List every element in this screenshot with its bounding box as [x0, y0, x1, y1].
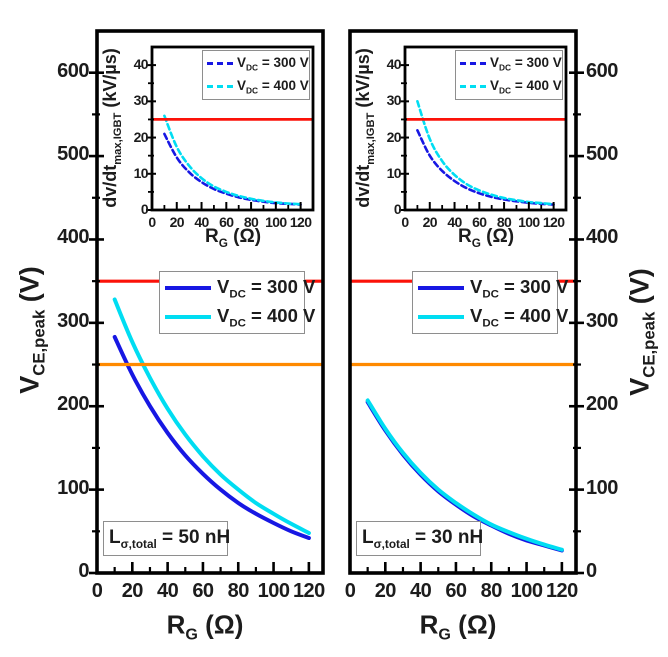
x-tick-label: 80 [227, 580, 250, 602]
y-tick-label: 600 [586, 59, 618, 82]
y-tick-label: 400 [586, 226, 618, 249]
y-tick-label: 300 [586, 309, 618, 332]
left-main-chart-svg [89, 29, 325, 575]
left-main-legend: VDC = 300 V VDC = 400 V [159, 271, 315, 334]
legend-label: VDC = 300 V [237, 54, 309, 73]
solid-line-sample-blue [418, 286, 464, 290]
x-tick-label: 60 [472, 214, 487, 230]
x-tick-label: 120 [289, 214, 312, 230]
x-tick-label: 100 [518, 214, 540, 230]
legend-entry-vdc300: VDC = 300 V [203, 52, 309, 75]
legend-entry-vdc400: VDC = 400 V [160, 303, 315, 332]
right-main-plot: 0 20 40 60 80 100 120 0 100 200 300 400 500 600 [345, 29, 618, 602]
y-tick-label: 10 [386, 164, 402, 181]
y-tick-label: 30 [133, 92, 149, 109]
y-tick-label: 500 [586, 143, 618, 166]
y-tick-label: 40 [133, 56, 149, 73]
annotation-l-sigma-50nH: Lσ,total = 50 nH [103, 521, 230, 556]
solid-line-sample-cyan [165, 315, 211, 319]
y-tick-label: 600 [57, 59, 89, 82]
y-tick-label: 20 [133, 128, 149, 145]
y-tick-label: 100 [586, 476, 618, 499]
x-tick-label: 120 [292, 580, 325, 602]
legend-entry-vdc400: VDC = 400 V [413, 303, 568, 332]
y-tick-label: 100 [57, 476, 89, 499]
x-tick-label: 0 [344, 580, 356, 602]
x-tick-label: 40 [447, 214, 462, 230]
y-tick-label: 0 [393, 201, 402, 217]
x-tick-label: 80 [243, 214, 259, 230]
x-axis-label-left: RG (Ω) [166, 609, 244, 644]
y-tick-label: 400 [57, 226, 89, 249]
x-tick-label: 0 [91, 580, 103, 602]
y-tick-label: 40 [386, 56, 402, 73]
legend-label: VDC = 400 V [217, 304, 316, 330]
y-tick-label: 500 [57, 143, 89, 166]
y-tick-label: 0 [140, 201, 149, 217]
dashed-line-sample-cyan [207, 85, 233, 88]
x-tick-label: 100 [510, 580, 543, 602]
x-tick-label: 60 [192, 580, 214, 602]
annotation-l-sigma-30nH: Lσ,total = 30 nH [356, 521, 483, 556]
left-main-plot: 0 20 40 60 80 100 120 0 100 200 300 400 500 600 [57, 29, 325, 602]
x-tick-label: 100 [265, 214, 287, 230]
x-tick-label: 20 [374, 580, 397, 602]
y-tick-label: 200 [586, 393, 618, 416]
dashed-line-sample-blue [460, 62, 486, 65]
legend-label: VDC = 300 V [217, 275, 316, 301]
legend-entry-vdc300: VDC = 300 V [160, 274, 315, 303]
dashed-line-sample-blue [207, 62, 233, 65]
y-tick-label: 200 [57, 393, 89, 416]
dashed-line-sample-cyan [460, 85, 486, 88]
inset-x-axis-label-left: RG (Ω) [204, 226, 262, 250]
y-tick-label: 0 [586, 560, 597, 582]
x-tick-label: 100 [257, 580, 290, 602]
x-tick-label: 0 [148, 214, 156, 230]
legend-label: VDC = 400 V [490, 77, 562, 96]
x-tick-label: 40 [157, 580, 179, 602]
x-tick-label: 20 [169, 214, 185, 230]
legend-label: VDC = 400 V [470, 304, 569, 330]
legend-label: VDC = 300 V [490, 54, 562, 73]
solid-line-sample-cyan [418, 315, 464, 319]
legend-label: VDC = 300 V [470, 275, 569, 301]
x-tick-label: 40 [194, 214, 209, 230]
y-axis-label-right: VCE,peak (V) [624, 268, 659, 396]
legend-entry-vdc400: VDC = 400 V [203, 75, 309, 98]
x-tick-label: 60 [445, 580, 467, 602]
right-main-chart-svg [348, 29, 584, 575]
legend-entry-vdc400: VDC = 400 V [456, 75, 562, 98]
y-tick-label: 0 [78, 560, 89, 582]
legend-entry-vdc300: VDC = 300 V [456, 52, 562, 75]
legend-entry-vdc300: VDC = 300 V [413, 274, 568, 303]
x-tick-label: 40 [410, 580, 432, 602]
x-tick-label: 60 [219, 214, 234, 230]
x-tick-label: 20 [422, 214, 438, 230]
x-tick-label: 80 [480, 580, 503, 602]
solid-line-sample-blue [165, 286, 211, 290]
x-axis-label-right: RG (Ω) [419, 609, 497, 644]
x-tick-label: 0 [401, 214, 409, 230]
legend-label: VDC = 400 V [237, 77, 309, 96]
x-tick-label: 20 [121, 580, 144, 602]
right-inset-legend: VDC = 300 V VDC = 400 V [455, 50, 563, 100]
y-tick-label: 10 [133, 164, 149, 181]
left-inset-legend: VDC = 300 V VDC = 400 V [202, 50, 310, 100]
y-tick-label: 30 [386, 92, 402, 109]
x-tick-label: 120 [545, 580, 578, 602]
y-tick-label: 20 [386, 128, 402, 145]
x-tick-label: 120 [542, 214, 565, 230]
x-tick-label: 80 [496, 214, 512, 230]
inset-x-axis-label-right: RG (Ω) [457, 226, 515, 250]
right-main-legend: VDC = 300 V VDC = 400 V [412, 271, 568, 334]
y-tick-label: 300 [57, 309, 89, 332]
inset-y-axis-label-right: dv/dtmax,IGBT (kV/µs) [353, 48, 377, 208]
